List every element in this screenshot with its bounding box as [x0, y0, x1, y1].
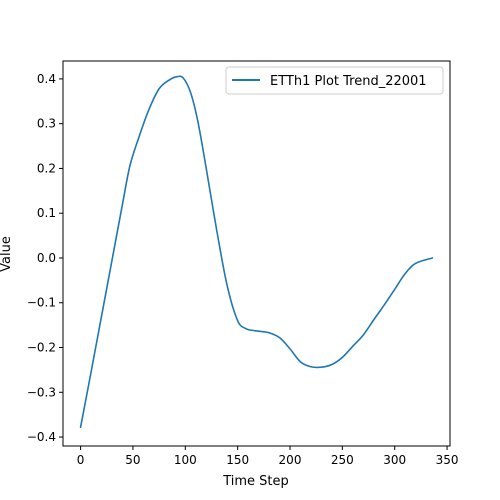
x-tick-label: 150 [226, 453, 249, 467]
x-axis-label: Time Step [222, 474, 289, 489]
x-tick-label: 50 [125, 453, 140, 467]
y-tick-label: 0.2 [37, 161, 56, 175]
x-tick-label: 0 [77, 453, 85, 467]
y-tick-label: 0.4 [37, 72, 56, 86]
y-tick-label: −0.3 [27, 385, 56, 399]
legend: ETTh1 Plot Trend_22001 [225, 66, 444, 95]
x-tick-label: 200 [279, 453, 302, 467]
x-tick-label: 100 [174, 453, 197, 467]
x-tick-label: 350 [436, 453, 459, 467]
x-tick-label: 300 [383, 453, 406, 467]
plot-frame [62, 60, 451, 447]
y-tick-label: −0.1 [27, 296, 56, 310]
y-axis-label: Value [0, 236, 14, 272]
y-axis-ticks: −0.4 −0.3 −0.2 −0.1 0.0 0.1 0.2 0.3 0.4 [27, 72, 63, 444]
legend-label: ETTh1 Plot Trend_22001 [270, 74, 427, 89]
x-axis-ticks: 0 50 100 150 200 250 300 350 [77, 446, 459, 467]
y-tick-label: −0.2 [27, 341, 56, 355]
legend-box [225, 66, 444, 95]
plot-area [79, 75, 434, 428]
y-tick-label: 0.1 [37, 206, 56, 220]
y-tick-label: −0.4 [27, 430, 56, 444]
y-tick-label: 0.0 [37, 251, 56, 265]
y-tick-label: 0.3 [37, 117, 56, 131]
series-line-0 [79, 75, 434, 428]
x-tick-label: 250 [331, 453, 354, 467]
